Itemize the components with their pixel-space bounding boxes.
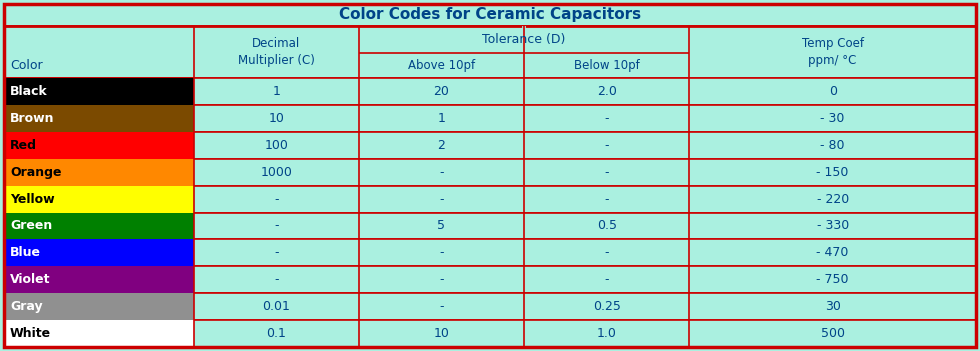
Text: Gray: Gray	[10, 300, 42, 313]
Bar	[4, 239, 193, 266]
Text: - 30: - 30	[820, 112, 845, 125]
Text: Tolerance (D): Tolerance (D)	[482, 33, 565, 46]
Text: Black: Black	[10, 85, 48, 98]
Bar	[4, 78, 193, 105]
Bar	[4, 239, 976, 266]
Text: Violet: Violet	[10, 273, 51, 286]
Bar	[4, 186, 193, 212]
Text: -: -	[439, 300, 444, 313]
Text: 20: 20	[433, 85, 450, 98]
Text: Below 10pf: Below 10pf	[573, 59, 640, 72]
Text: 10: 10	[433, 327, 450, 340]
Text: 0: 0	[829, 85, 837, 98]
Bar	[4, 293, 193, 320]
Bar	[4, 105, 976, 132]
Bar	[4, 186, 976, 212]
Text: - 220: - 220	[816, 193, 849, 206]
Text: Red: Red	[10, 139, 37, 152]
Text: -: -	[605, 273, 609, 286]
Text: 0.01: 0.01	[263, 300, 290, 313]
Text: -: -	[273, 219, 278, 232]
Text: Color: Color	[10, 59, 42, 72]
Bar	[4, 266, 193, 293]
Text: -: -	[439, 246, 444, 259]
Bar	[4, 132, 193, 159]
Bar	[4, 159, 976, 186]
Text: 1: 1	[272, 85, 280, 98]
Text: 1000: 1000	[261, 166, 292, 179]
Text: Blue: Blue	[10, 246, 41, 259]
Text: 10: 10	[269, 112, 284, 125]
Text: -: -	[439, 166, 444, 179]
Text: Color Codes for Ceramic Capacitors: Color Codes for Ceramic Capacitors	[339, 7, 641, 22]
Text: 500: 500	[820, 327, 845, 340]
Text: - 470: - 470	[816, 246, 849, 259]
Text: 2.0: 2.0	[597, 85, 616, 98]
Text: Brown: Brown	[10, 112, 55, 125]
Bar	[4, 320, 193, 347]
Text: 2: 2	[437, 139, 445, 152]
Text: 30: 30	[825, 300, 841, 313]
Text: Temp Coef
ppm/ °C: Temp Coef ppm/ °C	[802, 37, 863, 67]
Bar	[4, 4, 976, 26]
Bar	[4, 266, 976, 293]
Bar	[4, 26, 976, 78]
Bar	[4, 132, 976, 159]
Text: 0.5: 0.5	[597, 219, 616, 232]
Text: Yellow: Yellow	[10, 193, 55, 206]
Text: -: -	[605, 166, 609, 179]
Bar	[4, 78, 976, 105]
Text: -: -	[273, 246, 278, 259]
Text: - 150: - 150	[816, 166, 849, 179]
Bar	[4, 105, 193, 132]
Text: -: -	[439, 273, 444, 286]
Bar	[4, 293, 976, 320]
Text: -: -	[605, 112, 609, 125]
Text: 0.25: 0.25	[593, 300, 620, 313]
Bar	[4, 212, 976, 239]
Text: 5: 5	[437, 219, 445, 232]
Text: - 330: - 330	[816, 219, 849, 232]
Text: -: -	[273, 193, 278, 206]
Text: 100: 100	[265, 139, 288, 152]
Text: Decimal
Multiplier (C): Decimal Multiplier (C)	[238, 37, 315, 67]
Text: -: -	[439, 193, 444, 206]
Text: 1.0: 1.0	[597, 327, 616, 340]
Text: -: -	[605, 246, 609, 259]
Text: - 80: - 80	[820, 139, 845, 152]
Text: -: -	[605, 193, 609, 206]
Text: Green: Green	[10, 219, 52, 232]
Text: Above 10pf: Above 10pf	[408, 59, 475, 72]
Text: Orange: Orange	[10, 166, 62, 179]
Text: -: -	[605, 139, 609, 152]
Bar	[4, 320, 976, 347]
Bar	[4, 159, 193, 186]
Bar	[4, 212, 193, 239]
Text: - 750: - 750	[816, 273, 849, 286]
Text: -: -	[273, 273, 278, 286]
Text: 0.1: 0.1	[267, 327, 286, 340]
Text: 1: 1	[437, 112, 445, 125]
Text: White: White	[10, 327, 51, 340]
